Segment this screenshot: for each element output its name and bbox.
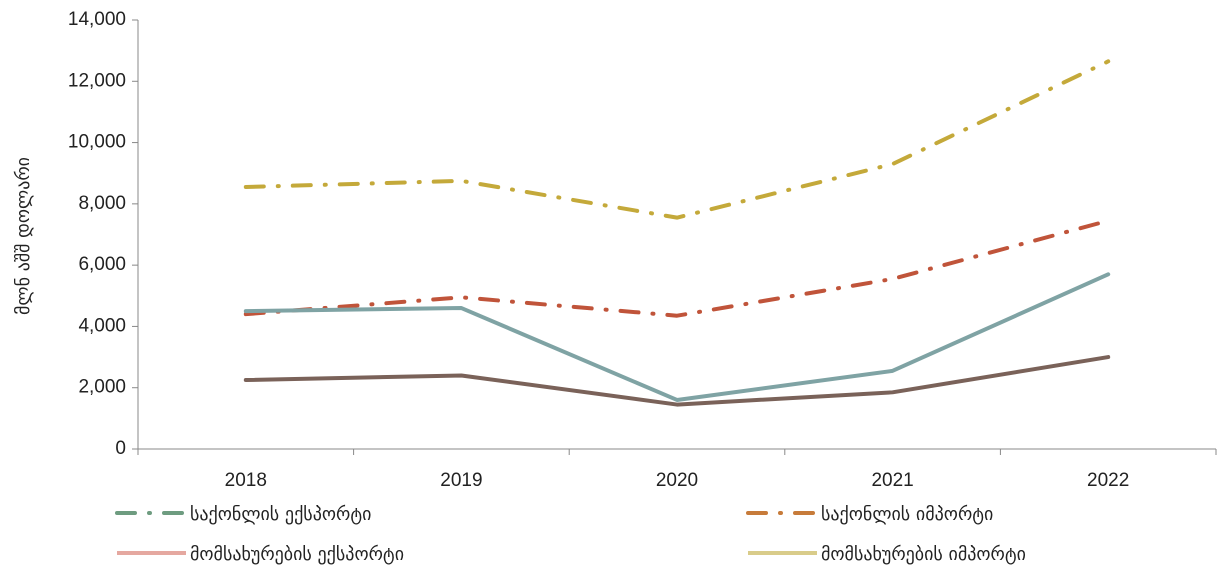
- legend-item-goods-import: საქონლის იმპორტი: [746, 504, 993, 525]
- y-tick-label: 6,000: [78, 254, 126, 275]
- legend-label: მომსახურების იმპორტი: [821, 544, 1026, 565]
- x-tick-label: 2018: [225, 470, 267, 491]
- series-line: [243, 59, 1111, 220]
- y-tick-label: 14,000: [68, 9, 126, 30]
- legend-item-services-export: მომსახურების ექსპორტი: [117, 544, 404, 565]
- y-tick-label: 4,000: [78, 315, 126, 336]
- x-tick-label: 2022: [1087, 470, 1129, 491]
- legend-label: საქონლის ექსპორტი: [190, 504, 371, 525]
- legend-item-services-import: მომსახურების იმპორტი: [748, 544, 1026, 565]
- series-line: [243, 355, 1111, 407]
- series-lines: [243, 59, 1111, 407]
- legend-label: მომსახურების ექსპორტი: [190, 544, 404, 565]
- x-tick-label: 2020: [656, 470, 698, 491]
- y-axis-label: მლნ აშშ დოლარი: [13, 157, 34, 315]
- legend: საქონლის ექსპორტი საქონლის იმპორტი მომსა…: [115, 504, 1026, 565]
- y-tick-label: 2,000: [78, 377, 126, 398]
- y-tick-label: 8,000: [78, 193, 126, 214]
- legend-label: საქონლის იმპორტი: [821, 504, 993, 525]
- legend-item-goods-export: საქონლის ექსპორტი: [115, 504, 371, 525]
- x-tick-label: 2021: [871, 470, 913, 491]
- series-line: [243, 272, 1111, 402]
- axes: [137, 20, 1216, 450]
- y-tick-label: 10,000: [68, 132, 126, 153]
- x-ticks: 2018 2019 2020 2021 2022: [137, 449, 1217, 491]
- y-ticks: 0 2,000 4,000 6,000 8,000 10,000 12,000 14,000: [68, 9, 138, 459]
- series-line: [243, 218, 1111, 318]
- y-tick-label: 12,000: [68, 70, 126, 91]
- x-tick-label: 2019: [440, 470, 482, 491]
- y-tick-label: 0: [115, 438, 126, 459]
